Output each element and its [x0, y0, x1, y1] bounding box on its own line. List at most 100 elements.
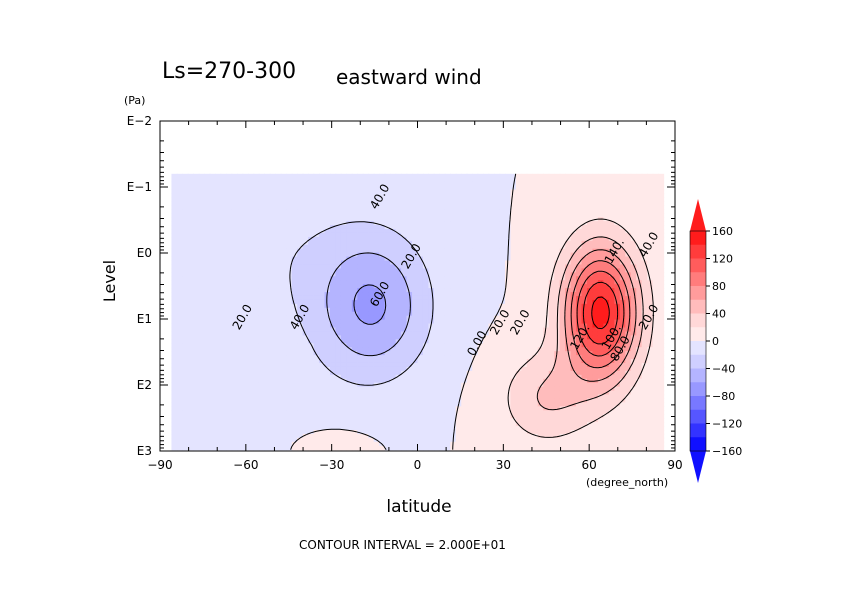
field-cell	[280, 410, 287, 415]
field-cell	[346, 221, 353, 226]
field-cell	[319, 426, 326, 431]
field-cell	[499, 414, 506, 419]
field-cell	[269, 418, 276, 423]
field-cell	[258, 228, 265, 234]
field-cell	[510, 394, 517, 400]
field-cell	[526, 268, 533, 273]
field-cell	[472, 398, 479, 403]
field-cell	[319, 284, 326, 289]
field-cell	[417, 284, 424, 289]
field-cell	[526, 355, 533, 360]
field-cell	[477, 284, 484, 289]
field-cell	[384, 343, 391, 348]
field-cell	[548, 244, 555, 250]
field-cell	[510, 205, 517, 210]
field-cell	[220, 437, 227, 443]
field-cell	[537, 362, 544, 368]
field-cell	[171, 327, 178, 333]
field-cell	[395, 185, 402, 191]
field-cell	[412, 260, 419, 266]
field-cell	[510, 209, 517, 214]
field-cell	[373, 366, 380, 372]
field-cell	[275, 370, 282, 376]
field-cell	[433, 248, 440, 254]
field-cell	[368, 362, 375, 368]
field-cell	[466, 185, 473, 191]
field-cell	[198, 248, 205, 254]
field-cell	[510, 398, 517, 403]
field-cell	[204, 276, 211, 281]
field-cell	[187, 382, 194, 388]
field-cell	[269, 374, 276, 380]
field-cell	[515, 374, 522, 380]
field-cell	[291, 295, 298, 301]
field-cell	[483, 252, 490, 258]
field-cell	[346, 374, 353, 380]
field-cell	[340, 244, 348, 250]
field-cell	[335, 426, 342, 431]
field-cell	[340, 288, 348, 293]
field-cell	[346, 280, 353, 285]
field-cell	[461, 197, 468, 202]
field-cell	[319, 232, 326, 238]
field-cell	[532, 295, 539, 301]
field-cell	[422, 347, 430, 352]
field-cell	[521, 268, 528, 273]
field-cell	[477, 268, 484, 273]
field-cell	[258, 339, 265, 344]
field-cell	[461, 378, 468, 384]
field-cell	[231, 193, 238, 199]
field-cell	[308, 189, 315, 195]
field-cell	[280, 426, 287, 431]
field-cell	[515, 197, 522, 202]
field-cell	[313, 209, 320, 214]
field-cell	[319, 201, 326, 206]
field-cell	[455, 205, 462, 210]
field-cell	[548, 205, 555, 210]
field-cell	[253, 185, 260, 191]
field-cell	[253, 410, 260, 415]
field-cell	[280, 362, 287, 368]
field-cell	[373, 181, 380, 187]
field-cell	[209, 256, 216, 262]
field-cell	[302, 370, 309, 376]
field-cell	[526, 429, 533, 435]
field-cell	[351, 343, 358, 348]
field-cell	[406, 418, 413, 423]
field-cell	[313, 441, 320, 447]
field-cell	[351, 248, 358, 254]
field-cell	[422, 173, 430, 179]
field-cell	[253, 177, 260, 183]
field-cell	[248, 295, 255, 301]
field-cell	[368, 225, 375, 230]
field-cell	[264, 343, 271, 348]
field-cell	[373, 422, 380, 427]
field-cell	[187, 228, 194, 234]
field-cell	[526, 398, 533, 403]
field-cell	[242, 201, 249, 206]
field-cell	[521, 276, 528, 281]
field-cell	[269, 362, 276, 368]
field-cell	[308, 299, 315, 305]
field-cell	[291, 362, 298, 368]
field-cell	[412, 429, 419, 435]
field-cell	[494, 394, 501, 400]
field-cell	[215, 177, 222, 183]
field-cell	[340, 260, 348, 266]
field-cell	[461, 311, 468, 317]
field-cell	[187, 410, 194, 415]
field-cell	[198, 228, 205, 234]
field-cell	[193, 232, 200, 238]
field-cell	[357, 236, 364, 242]
field-cell	[264, 382, 271, 388]
field-cell	[472, 390, 479, 396]
field-cell	[176, 209, 183, 214]
field-cell	[422, 437, 430, 443]
field-cell	[291, 228, 298, 234]
field-cell	[379, 268, 386, 273]
field-cell	[198, 331, 205, 336]
field-cell	[384, 228, 391, 234]
field-cell	[461, 232, 468, 238]
field-cell	[466, 386, 473, 392]
field-cell	[439, 410, 446, 415]
